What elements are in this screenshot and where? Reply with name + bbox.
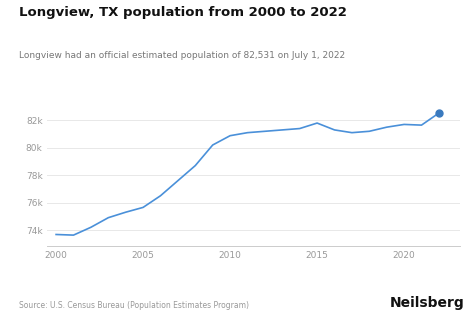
Text: Source: U.S. Census Bureau (Population Estimates Program): Source: U.S. Census Bureau (Population E…	[19, 301, 249, 310]
Text: Longview had an official estimated population of 82,531 on July 1, 2022: Longview had an official estimated popul…	[19, 51, 345, 59]
Text: Longview, TX population from 2000 to 2022: Longview, TX population from 2000 to 202…	[19, 6, 347, 19]
Text: Neilsberg: Neilsberg	[390, 296, 465, 310]
Point	[435, 111, 443, 116]
